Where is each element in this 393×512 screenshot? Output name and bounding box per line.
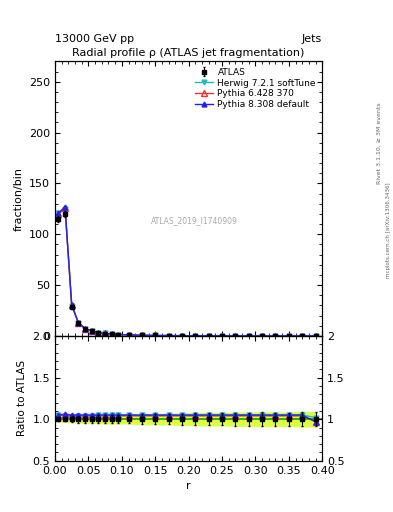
Text: Rivet 3.1.10, ≥ 3M events: Rivet 3.1.10, ≥ 3M events	[377, 102, 382, 184]
Pythia 6.428 370	[313, 333, 318, 339]
Pythia 8.308 default	[260, 333, 264, 339]
Pythia 8.308 default	[140, 332, 144, 338]
Pythia 8.308 default	[76, 319, 81, 326]
Text: ATLAS_2019_I1740909: ATLAS_2019_I1740909	[151, 216, 237, 225]
Herwig 7.2.1 softTune	[286, 333, 291, 339]
Herwig 7.2.1 softTune	[96, 330, 101, 336]
Pythia 8.308 default	[206, 333, 211, 339]
Line: Pythia 8.308 default: Pythia 8.308 default	[56, 204, 318, 338]
Pythia 6.428 370	[83, 326, 88, 332]
Herwig 7.2.1 softTune	[246, 333, 251, 339]
Herwig 7.2.1 softTune	[140, 332, 144, 338]
Pythia 6.428 370	[206, 333, 211, 339]
Pythia 6.428 370	[116, 331, 121, 337]
Text: Jets: Jets	[302, 33, 322, 44]
Pythia 6.428 370	[300, 333, 305, 339]
Herwig 7.2.1 softTune	[313, 333, 318, 339]
Pythia 8.308 default	[90, 328, 94, 334]
Pythia 8.308 default	[116, 331, 121, 337]
Pythia 8.308 default	[56, 210, 61, 216]
Herwig 7.2.1 softTune	[273, 333, 278, 339]
Pythia 8.308 default	[246, 333, 251, 339]
Herwig 7.2.1 softTune	[193, 333, 198, 339]
Pythia 8.308 default	[286, 333, 291, 339]
Herwig 7.2.1 softTune	[63, 206, 68, 212]
Pythia 8.308 default	[313, 333, 318, 339]
Herwig 7.2.1 softTune	[109, 331, 114, 337]
X-axis label: r: r	[186, 481, 191, 491]
Pythia 6.428 370	[273, 333, 278, 339]
Text: mcplots.cern.ch [arXiv:1306.3436]: mcplots.cern.ch [arXiv:1306.3436]	[386, 183, 391, 278]
Pythia 8.308 default	[109, 331, 114, 337]
Herwig 7.2.1 softTune	[153, 332, 158, 338]
Pythia 6.428 370	[166, 332, 171, 338]
Y-axis label: Ratio to ATLAS: Ratio to ATLAS	[17, 360, 27, 436]
Pythia 8.308 default	[153, 332, 158, 338]
Herwig 7.2.1 softTune	[90, 328, 94, 334]
Pythia 6.428 370	[56, 211, 61, 218]
Pythia 6.428 370	[140, 332, 144, 338]
Herwig 7.2.1 softTune	[83, 326, 88, 332]
Pythia 8.308 default	[83, 326, 88, 332]
Pythia 8.308 default	[166, 332, 171, 338]
Herwig 7.2.1 softTune	[116, 331, 121, 337]
Herwig 7.2.1 softTune	[56, 210, 61, 216]
Pythia 6.428 370	[153, 332, 158, 338]
Pythia 8.308 default	[96, 330, 101, 336]
Pythia 6.428 370	[90, 328, 94, 334]
Pythia 6.428 370	[103, 330, 108, 336]
Pythia 6.428 370	[69, 302, 74, 308]
Herwig 7.2.1 softTune	[206, 333, 211, 339]
Pythia 6.428 370	[260, 333, 264, 339]
Herwig 7.2.1 softTune	[260, 333, 264, 339]
Line: Pythia 6.428 370: Pythia 6.428 370	[55, 205, 318, 339]
Pythia 6.428 370	[96, 330, 101, 336]
Pythia 8.308 default	[69, 302, 74, 308]
Pythia 6.428 370	[76, 319, 81, 326]
Herwig 7.2.1 softTune	[300, 333, 305, 339]
Title: Radial profile ρ (ATLAS jet fragmentation): Radial profile ρ (ATLAS jet fragmentatio…	[72, 48, 305, 58]
Y-axis label: fraction/bin: fraction/bin	[13, 167, 24, 231]
Pythia 8.308 default	[180, 333, 184, 339]
Pythia 6.428 370	[180, 333, 184, 339]
Herwig 7.2.1 softTune	[166, 332, 171, 338]
Text: 13000 GeV pp: 13000 GeV pp	[55, 33, 134, 44]
Pythia 8.308 default	[233, 333, 238, 339]
Line: Herwig 7.2.1 softTune: Herwig 7.2.1 softTune	[56, 207, 318, 338]
Pythia 6.428 370	[63, 205, 68, 211]
Pythia 6.428 370	[246, 333, 251, 339]
Pythia 8.308 default	[300, 333, 305, 339]
Herwig 7.2.1 softTune	[76, 319, 81, 326]
Pythia 8.308 default	[126, 332, 131, 338]
Pythia 8.308 default	[193, 333, 198, 339]
Pythia 8.308 default	[103, 330, 108, 336]
Pythia 6.428 370	[220, 333, 224, 339]
Pythia 6.428 370	[126, 332, 131, 338]
Legend: ATLAS, Herwig 7.2.1 softTune, Pythia 6.428 370, Pythia 8.308 default: ATLAS, Herwig 7.2.1 softTune, Pythia 6.4…	[193, 66, 318, 111]
Pythia 6.428 370	[233, 333, 238, 339]
Pythia 8.308 default	[220, 333, 224, 339]
Pythia 6.428 370	[193, 333, 198, 339]
Pythia 8.308 default	[63, 204, 68, 210]
Herwig 7.2.1 softTune	[220, 333, 224, 339]
Pythia 6.428 370	[109, 331, 114, 337]
Herwig 7.2.1 softTune	[126, 332, 131, 338]
Herwig 7.2.1 softTune	[233, 333, 238, 339]
Pythia 8.308 default	[273, 333, 278, 339]
Pythia 6.428 370	[286, 333, 291, 339]
Herwig 7.2.1 softTune	[103, 330, 108, 336]
Herwig 7.2.1 softTune	[180, 333, 184, 339]
Herwig 7.2.1 softTune	[69, 303, 74, 309]
